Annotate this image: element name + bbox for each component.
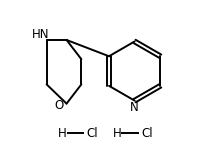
Text: N: N (130, 101, 139, 114)
Text: Cl: Cl (141, 127, 153, 140)
Text: H: H (113, 127, 121, 140)
Text: HN: HN (32, 28, 49, 41)
Text: H: H (58, 127, 67, 140)
Text: O: O (54, 99, 64, 112)
Text: Cl: Cl (87, 127, 98, 140)
